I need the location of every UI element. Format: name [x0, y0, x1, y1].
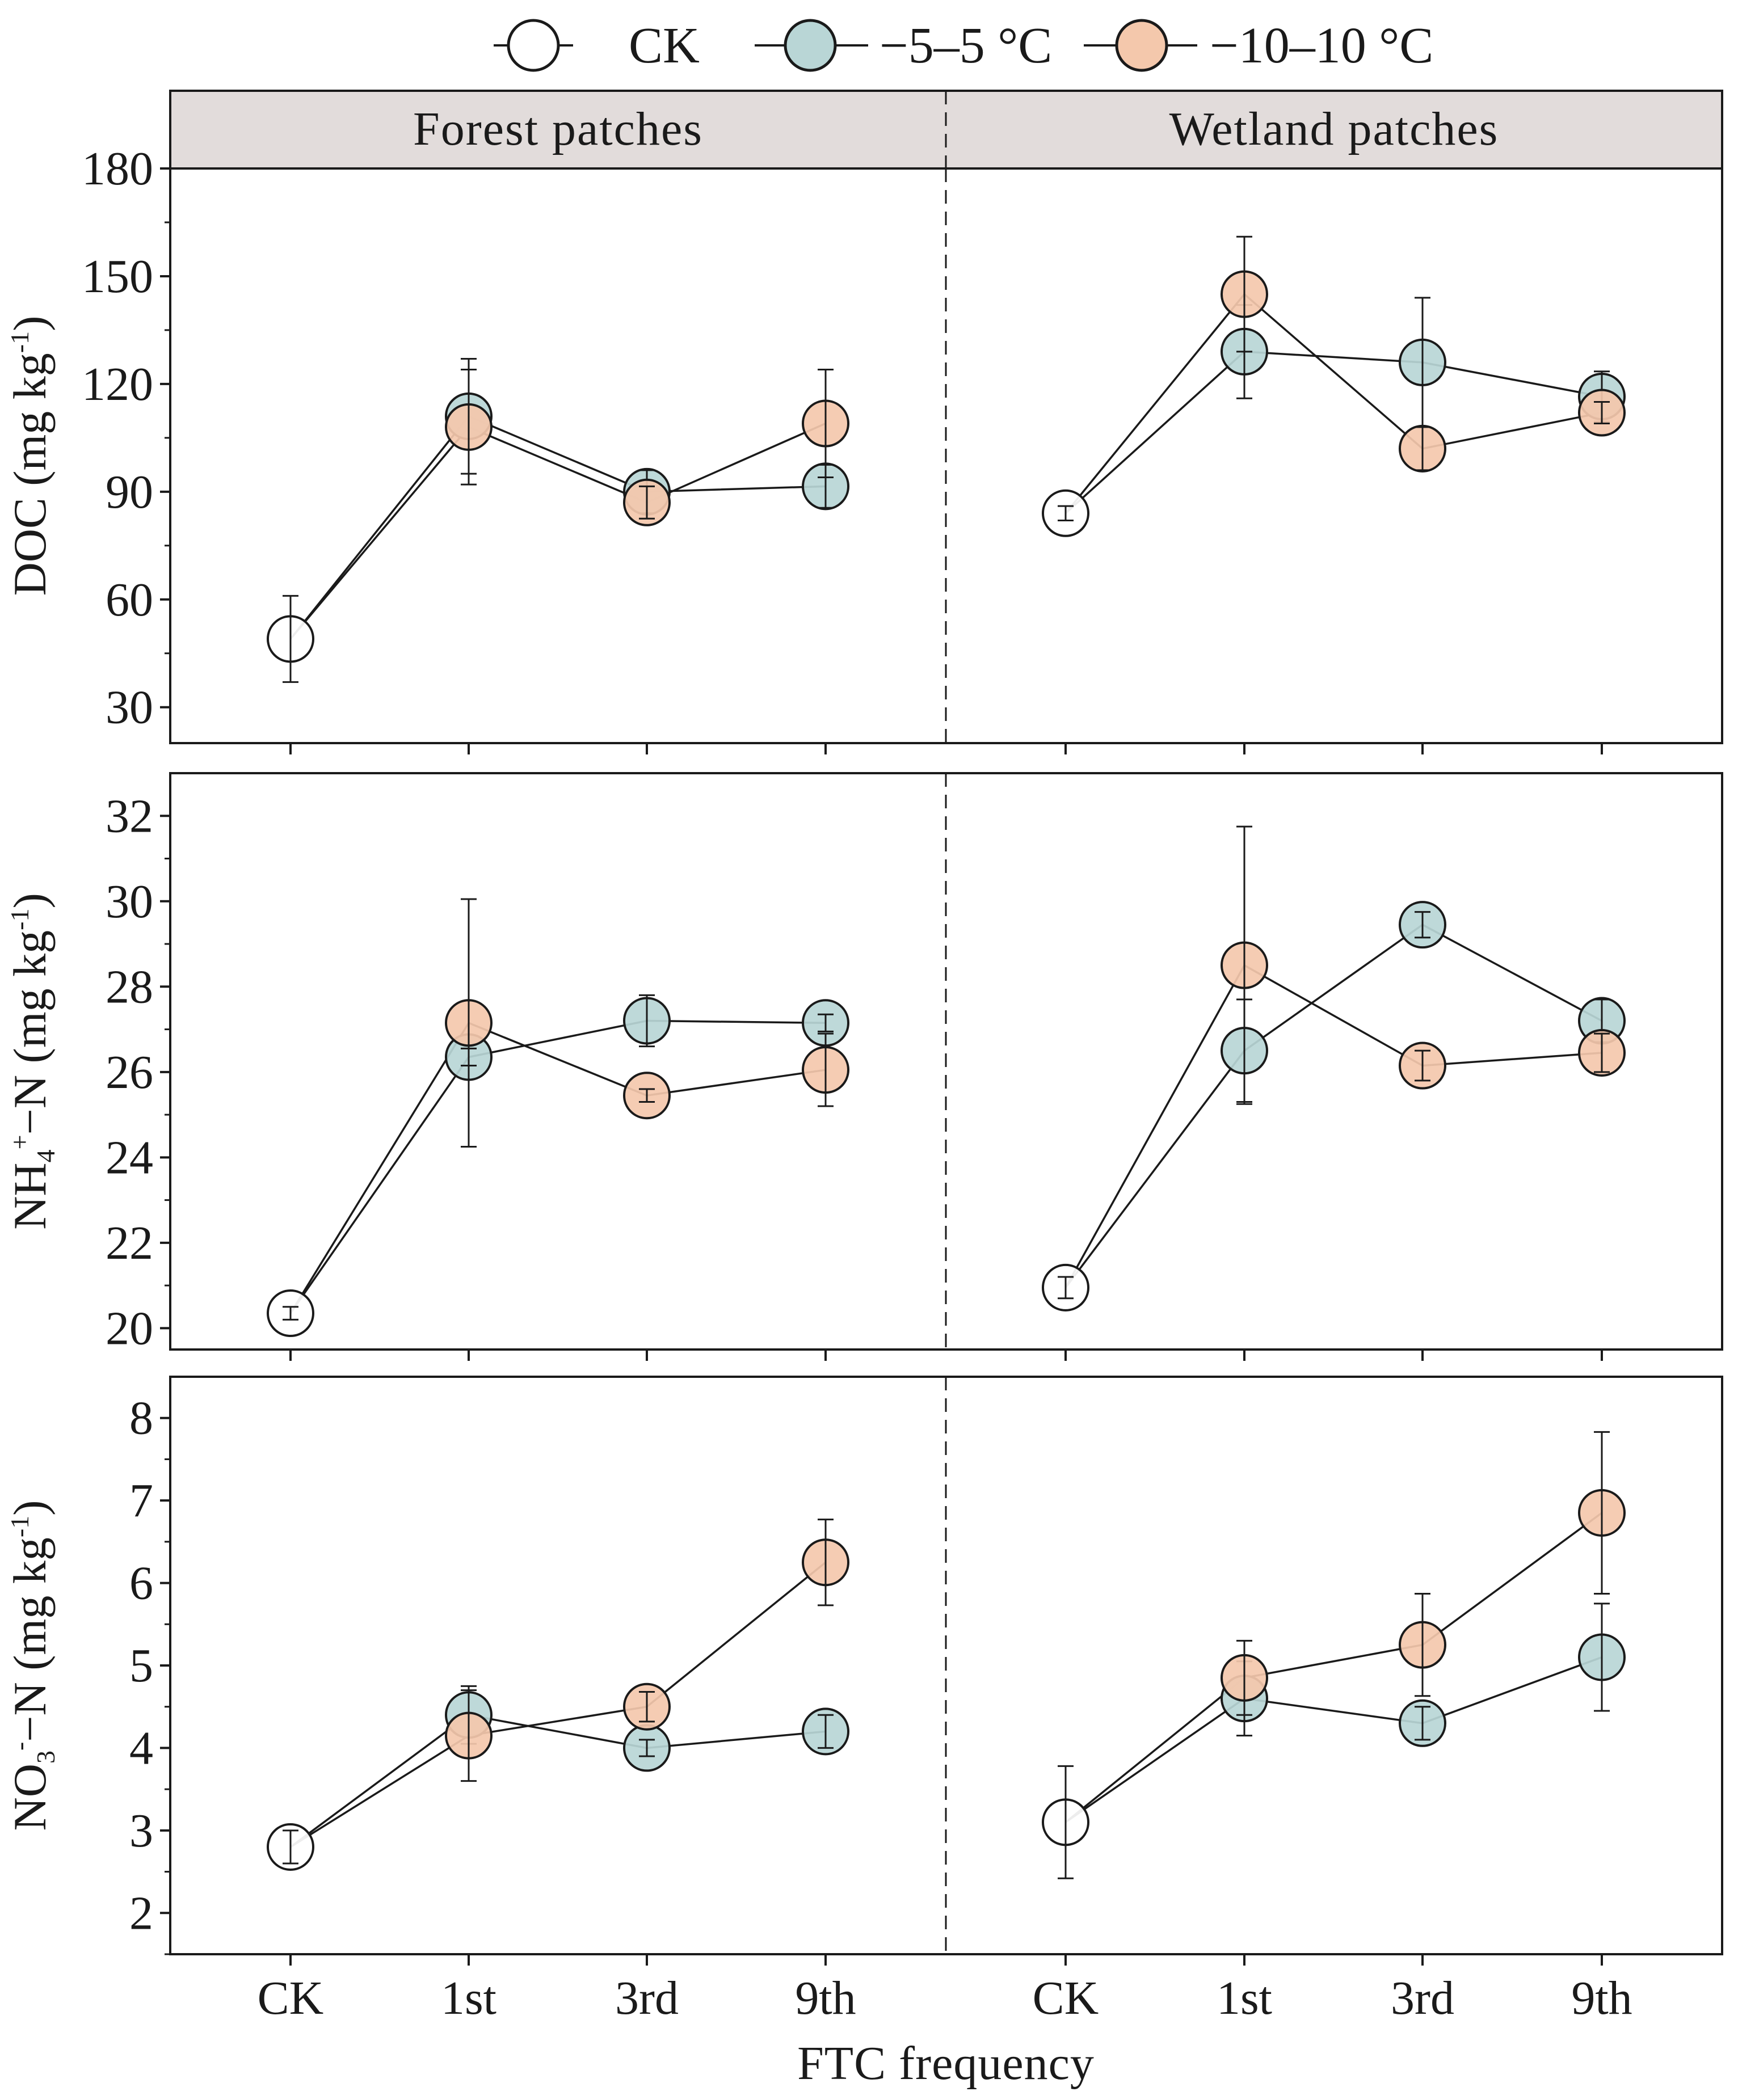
x-tick-label: 9th: [1571, 1972, 1632, 2025]
y-axis-label-part: −N (mg kg: [4, 1537, 56, 1742]
x-axis: CK 1st 3rd 9th CK 1st 3rd 9th FTC frequency: [258, 1972, 1632, 2090]
series-line: [1065, 1656, 1602, 1823]
series-line: [1064, 351, 1602, 515]
y-axis-label-part: +: [5, 1135, 34, 1149]
x-axis-label: FTC frequency: [797, 2037, 1095, 2090]
y-axis-label-part: -1: [5, 331, 34, 353]
y-tick-label: 7: [129, 1474, 153, 1527]
strip-label: Wetland patches: [1169, 103, 1499, 155]
y-tick-label: 2: [129, 1887, 153, 1939]
y-axis-label-part: −N (mg kg: [4, 930, 56, 1135]
forest-facet: [267, 358, 849, 683]
panel-row-2: 20 22 24 26 28 30 32 NH4+−N (mg kg-1): [4, 772, 1723, 1361]
legend-marker: [784, 19, 837, 72]
y-axis-label-part: ): [4, 316, 56, 331]
y-tick-label: 28: [106, 960, 153, 1013]
x-tick-label: 1st: [1217, 1972, 1272, 2025]
x-tick-label: CK: [1033, 1972, 1099, 2025]
forest-facet: [267, 898, 849, 1338]
x-tick-label: 3rd: [1391, 1972, 1454, 2025]
wetland-facet: [1042, 1431, 1626, 1879]
legend-label: −5–5 °C: [879, 18, 1052, 74]
y-tick-label: 5: [129, 1639, 153, 1692]
series-line: [1064, 924, 1602, 1288]
strip-label: Forest patches: [413, 103, 703, 155]
y-axis-label: DOC (mg kg-1): [4, 316, 56, 596]
y-tick-label: 24: [106, 1131, 153, 1184]
y-tick-label: 6: [129, 1557, 153, 1610]
series-line: [289, 422, 826, 640]
y-tick-label: 30: [106, 875, 153, 928]
x-tick-label: 3rd: [615, 1972, 679, 2025]
y-axis-label-part: -: [5, 1742, 34, 1751]
series-line: [289, 1019, 826, 1314]
y-axis-label: NO3-−N (mg kg-1): [4, 1500, 60, 1831]
series-line: [1064, 1512, 1603, 1823]
series-line: [289, 1022, 826, 1314]
y-axis-label-part: -1: [5, 909, 34, 930]
y-tick-label: 90: [106, 466, 153, 518]
legend-marker: [1115, 19, 1168, 72]
series-line: [1064, 964, 1602, 1288]
y-tick-label: 180: [82, 142, 153, 195]
series-line: [289, 415, 826, 640]
y-axis-label-part: 3: [31, 1751, 60, 1764]
series-line: [289, 1714, 826, 1848]
forest-facet: [267, 1519, 849, 1871]
panel-row-1: 30 60 90 120 150 180 DOC (mg kg-1): [4, 142, 1723, 754]
y-axis-label-part: NH: [4, 1162, 56, 1229]
y-axis-label-part: -1: [5, 1516, 34, 1537]
wetland-facet: [1042, 825, 1626, 1312]
legend-marker: [507, 19, 560, 72]
y-axis-label-part: ): [4, 893, 56, 908]
wetland-facet: [1042, 235, 1626, 537]
legend: CK −5–5 °C −10–10 °C: [494, 18, 1433, 74]
y-tick-label: 60: [106, 574, 153, 626]
legend-label: CK: [629, 18, 700, 74]
y-axis-label-part: 4: [31, 1149, 60, 1162]
y-tick-label: 4: [129, 1722, 153, 1774]
x-tick-label: 9th: [795, 1972, 856, 2025]
y-tick-label: 30: [106, 681, 153, 734]
y-tick-label: 22: [106, 1217, 153, 1270]
y-tick-label: 120: [82, 358, 153, 411]
y-axis-label-part: ): [4, 1500, 56, 1516]
y-tick-label: 150: [82, 250, 153, 303]
y-tick-label: 26: [106, 1046, 153, 1099]
y-tick-label: 32: [106, 790, 153, 842]
series-line: [290, 1561, 827, 1848]
y-axis-label-part: DOC (mg kg: [4, 353, 56, 596]
y-tick-label: 8: [129, 1392, 153, 1445]
y-axis-label-part: NO: [4, 1764, 56, 1831]
y-tick-label: 20: [106, 1302, 153, 1355]
x-tick-label: CK: [258, 1972, 324, 2025]
x-tick-label: 1st: [441, 1972, 496, 2025]
y-axis-label: NH4+−N (mg kg-1): [4, 893, 60, 1230]
legend-label: −10–10 °C: [1210, 18, 1433, 74]
y-tick-label: 3: [129, 1804, 153, 1857]
series-line: [1064, 293, 1602, 514]
